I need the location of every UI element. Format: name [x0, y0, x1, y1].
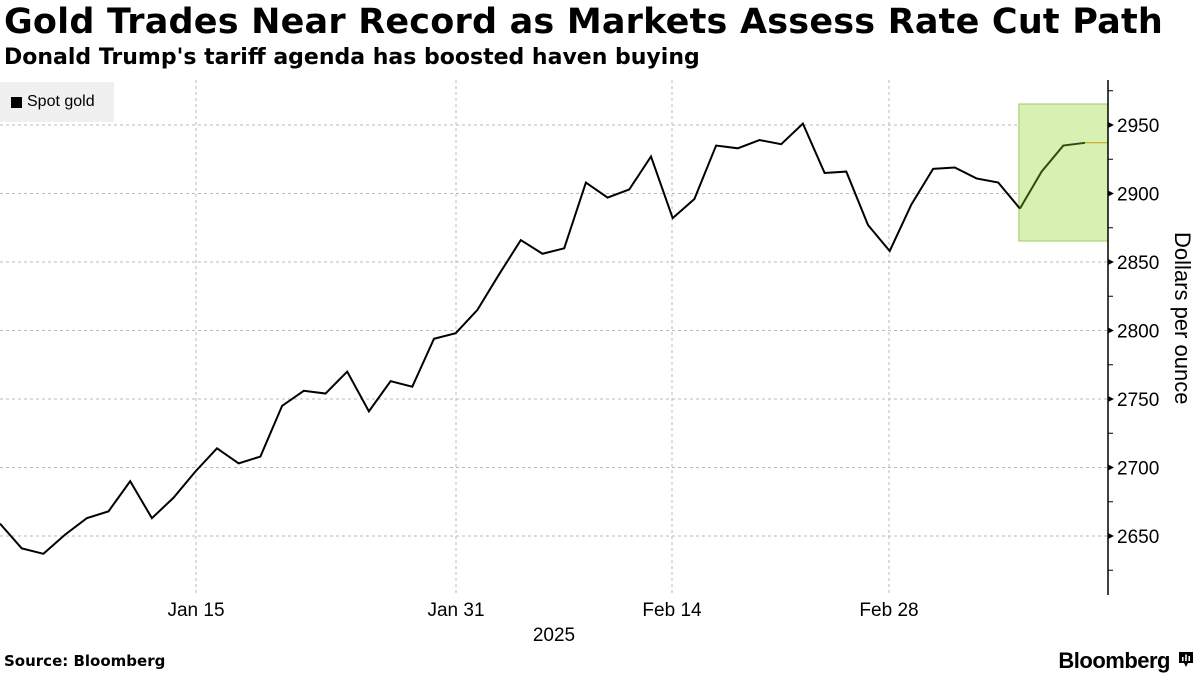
y-major-tick	[1108, 533, 1114, 539]
y-tick-label: 2950	[1117, 116, 1159, 137]
chart-title: Gold Trades Near Record as Markets Asses…	[4, 2, 1164, 42]
y-major-tick	[1108, 327, 1114, 334]
y-tick-label: 2800	[1117, 322, 1159, 343]
bloomberg-chart-icon	[1179, 652, 1193, 667]
x-tick-label: Feb 28	[859, 600, 918, 621]
y-major-tick	[1108, 122, 1114, 128]
x-tick-label: Feb 14	[642, 600, 702, 621]
y-major-tick	[1108, 396, 1114, 402]
bloomberg-logo-text: Bloomberg	[1058, 648, 1170, 673]
x-tick-label: Jan 31	[427, 600, 484, 621]
legend-swatch-spot-gold	[11, 96, 22, 108]
y-axis-title: Dollars per ounce	[1170, 232, 1195, 404]
y-major-tick	[1108, 190, 1114, 197]
y-major-tick	[1108, 464, 1114, 471]
y-tick-label: 2650	[1117, 527, 1159, 548]
spot-gold-line-highlighted	[1019, 141, 1086, 210]
grid-lines	[0, 80, 1108, 595]
y-axis: 2650 2700 2750 2800 2850 2900 2950 Dollars per …	[1107, 80, 1195, 595]
highlight-box	[1018, 103, 1109, 242]
x-axis: Jan 15 Jan 31 Feb 14 Feb 28 2025	[167, 600, 918, 646]
x-tick-label: Jan 15	[167, 600, 224, 621]
chart-subtitle: Donald Trump's tariff agenda has boosted…	[4, 45, 700, 70]
y-tick-label: 2700	[1117, 459, 1159, 480]
series-spot-gold	[0, 121, 1108, 555]
spot-gold-line	[0, 121, 1021, 555]
y-major-tick	[1108, 259, 1114, 265]
legend: Spot gold	[0, 82, 114, 122]
source-note: Source: Bloomberg	[4, 652, 166, 670]
y-tick-label: 2850	[1117, 253, 1159, 274]
highlight-region	[1018, 103, 1109, 242]
y-tick-label: 2750	[1117, 390, 1159, 411]
legend-label-spot-gold: Spot gold	[27, 93, 95, 110]
y-tick-label: 2900	[1117, 185, 1159, 206]
x-year-label: 2025	[533, 625, 575, 646]
